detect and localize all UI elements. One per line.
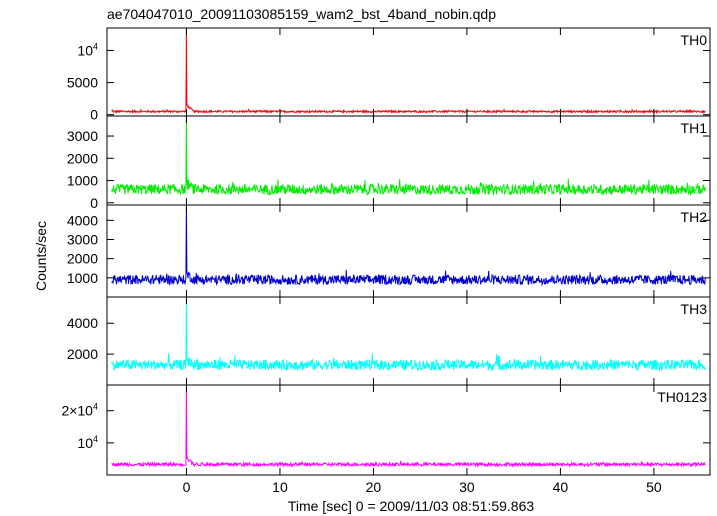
y-tick-label: 104 <box>77 41 98 58</box>
y-tick-label: 2000 <box>67 150 98 166</box>
y-tick-label: 1000 <box>67 270 98 286</box>
y-tick-label: 0 <box>90 107 98 123</box>
panel-label: TH0123 <box>657 389 707 405</box>
y-tick-label: 4000 <box>67 212 98 228</box>
panel-th0123: 104 2×104 TH0123 <box>61 384 711 476</box>
panel-th3: 2000 4000 TH3 <box>67 296 711 386</box>
y-tick-label: 4000 <box>67 315 98 331</box>
y-axis-label: Counts/sec <box>33 221 49 291</box>
x-tick-label: 40 <box>553 479 569 495</box>
x-axis-label: Time [sec] 0 = 2009/11/03 08:51:59.863 <box>288 498 535 514</box>
panel-label: TH3 <box>681 301 708 317</box>
panel-frame <box>106 296 711 386</box>
x-tick-label: 0 <box>183 479 191 495</box>
trace-th0 <box>111 28 706 115</box>
trace-th3 <box>111 297 706 372</box>
trace-th1 <box>111 116 706 197</box>
y-tick-label: 2000 <box>67 251 98 267</box>
y-tick-label: 2×104 <box>61 402 98 419</box>
y-tick-label: 1000 <box>67 173 98 189</box>
y-tick-label: 5000 <box>67 75 98 91</box>
panels: 0 5000 104 TH0 0 1000 2000 3000 TH1 1000 2000 3000 4… <box>61 27 711 495</box>
x-tick-label: 30 <box>459 479 475 495</box>
y-tick-label: 104 <box>77 434 98 451</box>
x-tick-label: 10 <box>272 479 288 495</box>
trace-th0123 <box>111 385 706 468</box>
panel-label: TH2 <box>681 209 708 225</box>
x-tick-label: 50 <box>646 479 662 495</box>
panel-th2: 1000 2000 3000 4000 TH2 <box>67 204 711 298</box>
panel-th1: 0 1000 2000 3000 TH1 <box>67 115 711 211</box>
panel-th0: 0 5000 104 TH0 <box>67 27 711 123</box>
chart-title: ae704047010_20091103085159_wam2_bst_4ban… <box>107 6 496 22</box>
panel-label: TH1 <box>681 120 708 136</box>
panel-frame <box>106 27 711 117</box>
y-tick-label: 2000 <box>67 346 98 362</box>
trace-th2 <box>111 205 706 287</box>
panel-frame <box>106 384 711 476</box>
panel-label: TH0 <box>681 32 708 48</box>
x-tick-label: 20 <box>366 479 382 495</box>
panel-frame <box>106 115 711 206</box>
y-tick-label: 3000 <box>67 128 98 144</box>
y-tick-label: 3000 <box>67 232 98 248</box>
y-tick-label: 0 <box>90 195 98 211</box>
